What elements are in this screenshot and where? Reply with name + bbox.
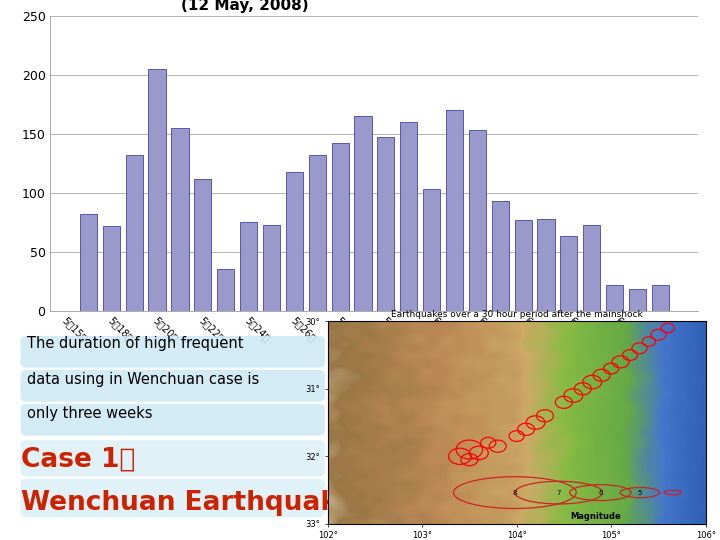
Text: Wenchuan Earthquake: Wenchuan Earthquake: [20, 490, 355, 516]
Bar: [606, 285, 624, 310]
Bar: [331, 143, 348, 310]
Bar: [537, 219, 554, 310]
FancyBboxPatch shape: [20, 479, 325, 517]
Bar: [400, 122, 418, 310]
Bar: [446, 110, 463, 310]
Bar: [171, 128, 189, 310]
Bar: [515, 220, 531, 310]
Bar: [560, 237, 577, 310]
Bar: [377, 138, 395, 310]
Bar: [286, 172, 303, 310]
Bar: [309, 155, 325, 310]
Bar: [423, 189, 440, 310]
Bar: [469, 130, 486, 310]
Bar: [217, 269, 234, 310]
FancyBboxPatch shape: [20, 404, 325, 436]
Text: only three weeks: only three weeks: [27, 406, 153, 421]
FancyBboxPatch shape: [20, 440, 325, 476]
Text: data using in Wenchuan case is: data using in Wenchuan case is: [27, 372, 260, 387]
Bar: [263, 225, 280, 310]
Bar: [492, 201, 509, 310]
Bar: [629, 289, 646, 310]
Bar: [125, 155, 143, 310]
Bar: [80, 214, 97, 310]
Text: Case 1：: Case 1：: [20, 447, 135, 473]
Text: (12 May, 2008): (12 May, 2008): [181, 0, 309, 14]
Bar: [354, 116, 372, 310]
FancyBboxPatch shape: [20, 336, 325, 368]
Bar: [103, 226, 120, 310]
Bar: [194, 179, 212, 310]
Bar: [240, 222, 257, 310]
Bar: [148, 69, 166, 310]
Bar: [652, 285, 669, 310]
Title: Earthquakes over a 30 hour period after the mainshock: Earthquakes over a 30 hour period after …: [391, 310, 642, 319]
Text: The duration of high frequent: The duration of high frequent: [27, 336, 244, 351]
Bar: [583, 225, 600, 310]
FancyBboxPatch shape: [20, 370, 325, 402]
